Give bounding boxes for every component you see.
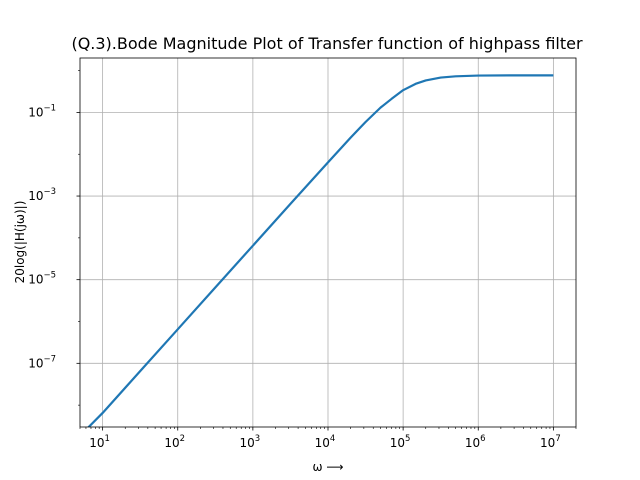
x-tick-label: 104 <box>315 434 336 450</box>
series-layer <box>87 74 554 427</box>
y-axis-ticks: 10−1 10−3 10−5 10−7 <box>28 103 80 370</box>
chart-title: (Q.3).Bode Magnitude Plot of Transfer fu… <box>71 34 583 53</box>
x-tick-label: 106 <box>465 434 486 450</box>
x-tick-label: 105 <box>390 434 411 450</box>
y-tick-label: 10−1 <box>28 103 56 119</box>
y-tick-label: 10−5 <box>28 271 56 287</box>
y-tick-label: 10−7 <box>28 354 56 370</box>
minor-ticks <box>78 70 577 429</box>
x-axis-ticks: 101 102 103 104 105 106 107 <box>89 427 561 450</box>
x-tick-label: 103 <box>240 434 261 450</box>
x-tick-label: 107 <box>540 434 561 450</box>
y-axis-label: 20log(|H(jω)|) <box>13 201 27 284</box>
x-tick-label: 102 <box>164 434 185 450</box>
grid-lines <box>80 58 576 427</box>
series-line <box>87 74 554 427</box>
x-axis-label: ω ⟶ <box>312 460 343 474</box>
y-tick-label: 10−3 <box>28 187 56 203</box>
x-tick-label: 101 <box>89 434 110 450</box>
